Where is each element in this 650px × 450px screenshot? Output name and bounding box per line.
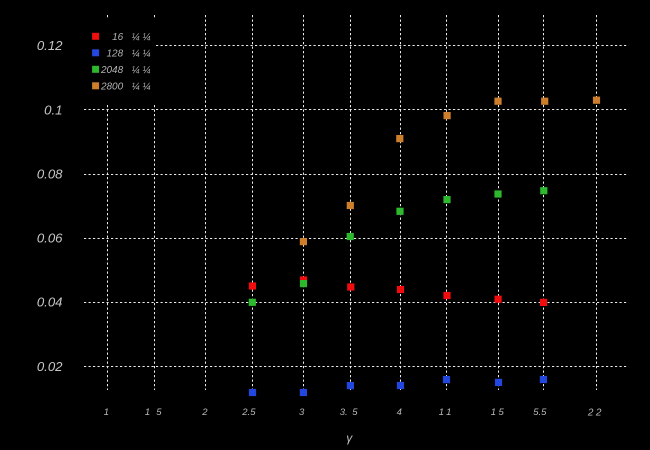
svg-text:128: 128 [107, 49, 124, 60]
svg-text:¼ ¼: ¼ ¼ [132, 32, 151, 43]
svg-text:0.06: 0.06 [37, 231, 63, 246]
svg-text:22: 22 [587, 408, 604, 419]
svg-text:2048: 2048 [100, 65, 124, 76]
svg-text:¼ ¼: ¼ ¼ [132, 65, 151, 76]
svg-text:0.08: 0.08 [37, 166, 63, 181]
svg-text:0.12: 0.12 [37, 38, 63, 53]
svg-text:1: 1 [145, 407, 150, 418]
svg-text:3.: 3. [340, 407, 348, 418]
svg-text:0.04: 0.04 [37, 295, 63, 310]
svg-text:2.5: 2.5 [241, 407, 256, 418]
svg-text:5: 5 [499, 407, 505, 418]
svg-text:5: 5 [156, 407, 162, 418]
svg-text:0.02: 0.02 [37, 359, 63, 374]
svg-text:1: 1 [491, 407, 496, 418]
svg-text:¼ ¼: ¼ ¼ [132, 49, 151, 60]
svg-text:γ: γ [346, 431, 353, 445]
svg-text:5.5: 5.5 [533, 407, 547, 418]
svg-text:3: 3 [299, 407, 305, 418]
svg-text:1: 1 [439, 407, 444, 418]
svg-text:1: 1 [446, 407, 451, 418]
svg-text:4: 4 [397, 407, 402, 418]
svg-text:16: 16 [112, 32, 124, 43]
svg-text:2: 2 [201, 407, 208, 418]
svg-text:¼ ¼: ¼ ¼ [132, 82, 151, 93]
svg-text:2800: 2800 [100, 82, 124, 93]
svg-text:1: 1 [104, 407, 109, 418]
svg-text:5: 5 [352, 407, 358, 418]
svg-text:0.1: 0.1 [44, 102, 62, 117]
